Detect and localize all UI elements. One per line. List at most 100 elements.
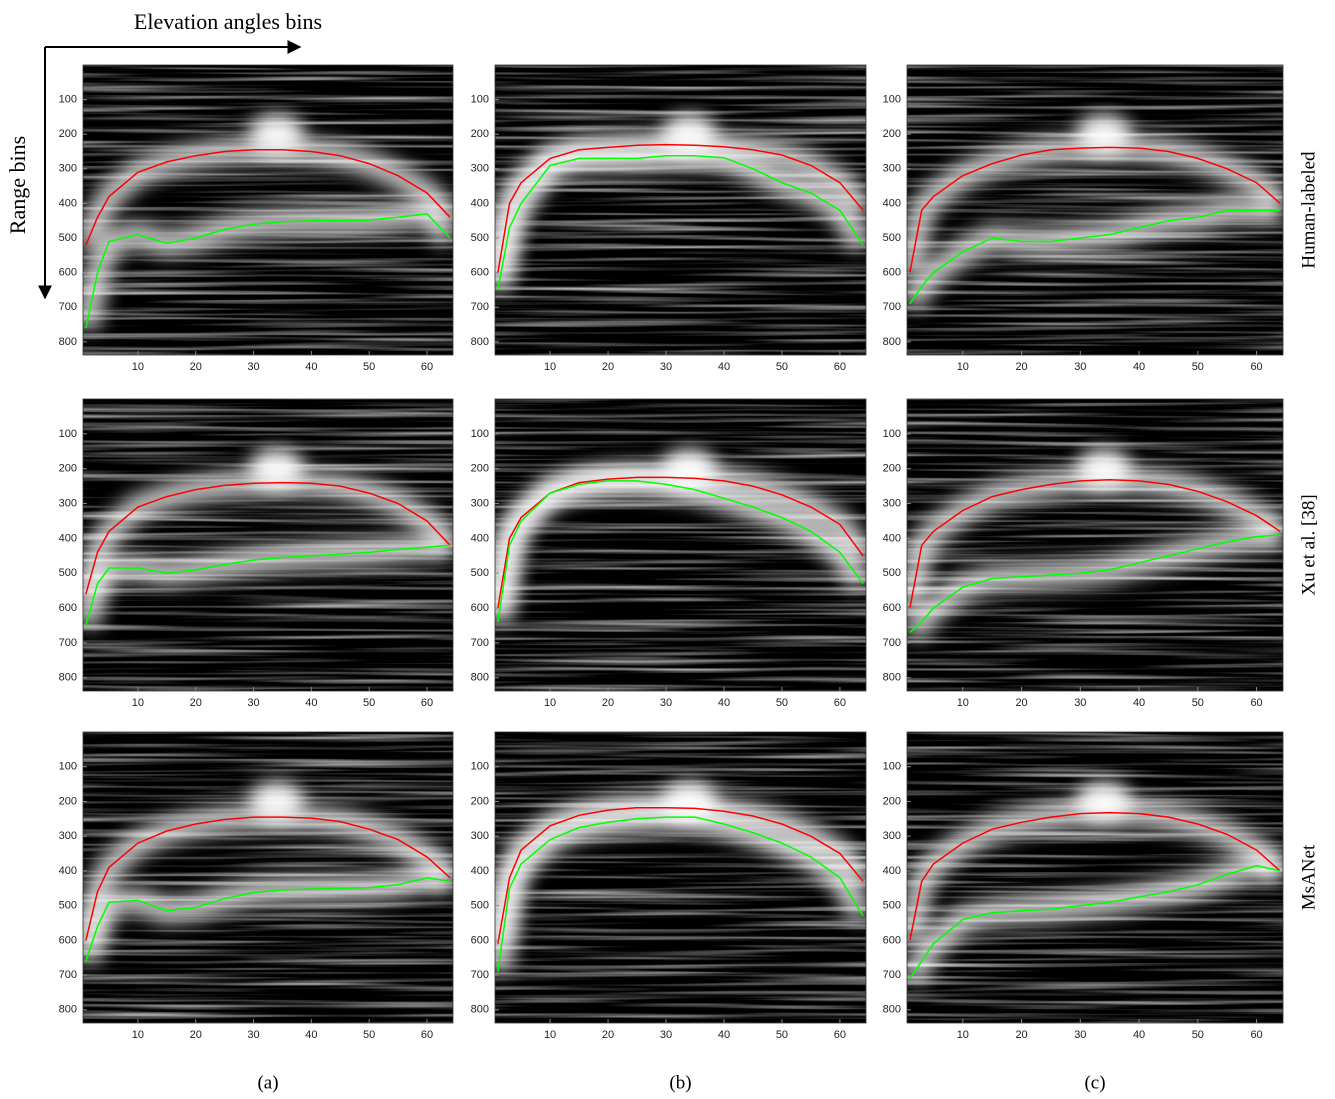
y-tick-label: 400: [59, 865, 77, 877]
y-tick-label: 500: [471, 900, 489, 912]
y-tick-label: 300: [883, 830, 901, 842]
y-tick-label: 200: [59, 128, 77, 140]
y-tick-label: 700: [883, 637, 901, 649]
x-tick-label: 60: [1250, 361, 1262, 373]
x-tick-label: 50: [1192, 697, 1204, 709]
x-tick-label: 40: [718, 1029, 730, 1041]
y-tick-label: 200: [59, 463, 77, 475]
x-tick-label: 30: [1074, 697, 1086, 709]
y-tick-label: 800: [59, 336, 77, 348]
y-tick-label: 500: [471, 232, 489, 244]
x-tick-label: 10: [957, 697, 969, 709]
row-label: Human-labeled: [1298, 151, 1319, 269]
y-tick-label: 200: [471, 795, 489, 807]
page: Elevation angles bins Range bins (a)(b)(…: [0, 0, 1335, 1099]
y-tick-label: 400: [471, 197, 489, 209]
y-tick-label: 100: [883, 94, 901, 106]
y-tick-label: 100: [471, 761, 489, 773]
x-tick-label: 20: [602, 1029, 614, 1041]
x-tick-label: 50: [363, 697, 375, 709]
x-tick-label: 60: [834, 1029, 846, 1041]
y-tick-label: 500: [59, 232, 77, 244]
y-tick-label: 700: [883, 301, 901, 313]
y-tick-label: 300: [883, 497, 901, 509]
y-tick-label: 100: [883, 761, 901, 773]
panel: [495, 65, 866, 355]
y-tick-label: 500: [883, 232, 901, 244]
x-tick-label: 50: [1192, 1029, 1204, 1041]
x-tick-label: 40: [305, 1029, 317, 1041]
y-tick-label: 800: [471, 672, 489, 684]
x-tick-label: 50: [776, 1029, 788, 1041]
y-tick-label: 800: [59, 672, 77, 684]
x-tick-label: 50: [363, 1029, 375, 1041]
y-tick-label: 200: [471, 128, 489, 140]
x-tick-label: 20: [1015, 361, 1027, 373]
x-tick-label: 20: [190, 361, 202, 373]
y-tick-label: 700: [59, 301, 77, 313]
image-texture: [495, 732, 866, 1023]
y-tick-label: 500: [883, 567, 901, 579]
panel: [83, 399, 453, 691]
column-label: (c): [1084, 1072, 1105, 1093]
y-tick-label: 600: [59, 602, 77, 614]
x-tick-label: 30: [247, 697, 259, 709]
x-tick-label: 60: [834, 697, 846, 709]
x-tick-label: 30: [660, 697, 672, 709]
y-arrow-label: Range bins: [5, 136, 30, 234]
column-label: (b): [669, 1072, 691, 1093]
y-tick-label: 600: [883, 602, 901, 614]
image-texture: [495, 65, 866, 355]
y-tick-label: 100: [471, 94, 489, 106]
y-tick-label: 400: [59, 197, 77, 209]
y-tick-label: 400: [471, 865, 489, 877]
y-tick-label: 100: [59, 761, 77, 773]
y-tick-label: 700: [471, 301, 489, 313]
y-tick-label: 700: [59, 637, 77, 649]
y-tick-label: 300: [471, 497, 489, 509]
y-tick-label: 500: [471, 567, 489, 579]
y-tick-label: 500: [883, 900, 901, 912]
y-tick-label: 800: [883, 1004, 901, 1016]
x-tick-label: 40: [1133, 1029, 1145, 1041]
x-tick-label: 20: [1015, 697, 1027, 709]
y-tick-label: 400: [59, 532, 77, 544]
y-tick-label: 400: [883, 532, 901, 544]
y-tick-label: 100: [883, 428, 901, 440]
x-tick-label: 10: [544, 361, 556, 373]
y-tick-label: 300: [471, 830, 489, 842]
x-tick-label: 60: [1250, 697, 1262, 709]
y-tick-label: 800: [883, 336, 901, 348]
y-tick-label: 800: [471, 336, 489, 348]
y-tick-label: 200: [471, 463, 489, 475]
x-tick-label: 30: [660, 361, 672, 373]
figure: Elevation angles bins Range bins (a)(b)(…: [0, 0, 1335, 1099]
x-tick-label: 50: [776, 361, 788, 373]
y-tick-label: 100: [59, 428, 77, 440]
panel: [495, 732, 866, 1023]
panel: [83, 732, 453, 1023]
x-tick-label: 10: [132, 1029, 144, 1041]
x-tick-label: 30: [1074, 361, 1086, 373]
y-tick-label: 700: [471, 969, 489, 981]
column-label: (a): [257, 1072, 278, 1093]
y-tick-label: 200: [883, 128, 901, 140]
y-tick-label: 600: [471, 602, 489, 614]
x-tick-label: 30: [247, 1029, 259, 1041]
x-tick-label: 10: [544, 697, 556, 709]
x-tick-label: 40: [1133, 697, 1145, 709]
x-tick-label: 10: [132, 361, 144, 373]
y-tick-label: 600: [59, 934, 77, 946]
y-tick-label: 600: [471, 934, 489, 946]
x-tick-label: 60: [1250, 1029, 1262, 1041]
x-tick-label: 50: [776, 697, 788, 709]
x-tick-label: 10: [957, 361, 969, 373]
x-tick-label: 40: [1133, 361, 1145, 373]
x-tick-label: 20: [602, 361, 614, 373]
y-tick-label: 200: [59, 795, 77, 807]
x-tick-label: 10: [132, 697, 144, 709]
y-tick-label: 800: [471, 1004, 489, 1016]
y-tick-label: 100: [59, 94, 77, 106]
y-tick-label: 700: [883, 969, 901, 981]
panel: [907, 399, 1283, 691]
